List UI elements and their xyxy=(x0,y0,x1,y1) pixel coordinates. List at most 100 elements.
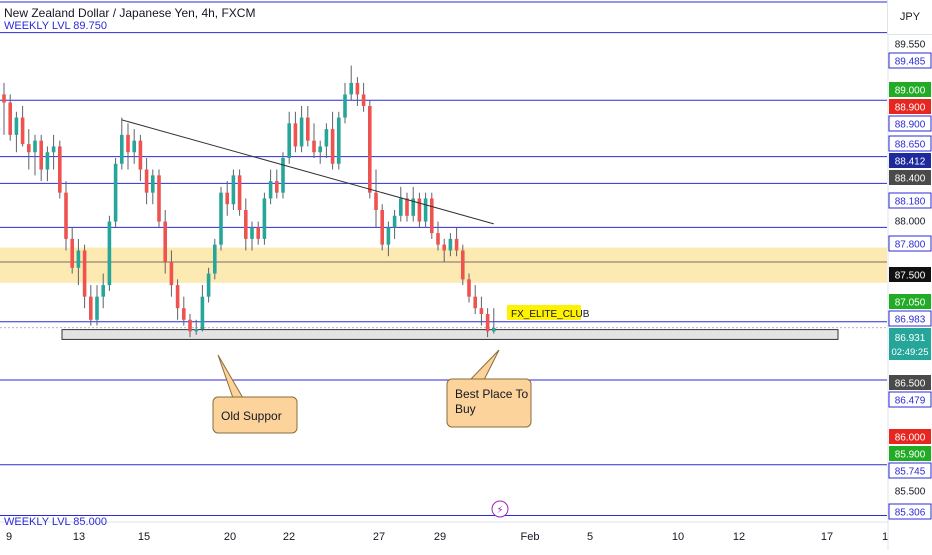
candle-body xyxy=(70,238,74,268)
lightning-icon-bg xyxy=(491,500,509,518)
candle-body xyxy=(89,296,93,320)
x-tick-label: 29 xyxy=(434,531,446,543)
candle-body xyxy=(225,192,229,205)
y-tick-label: 88.650 xyxy=(895,140,926,151)
candle-body xyxy=(2,94,6,103)
support-box xyxy=(61,329,839,340)
candle-body xyxy=(33,140,37,153)
y-tick-label: 85.306 xyxy=(895,508,926,519)
last-price-tag xyxy=(889,328,931,360)
y-tick-label: 87.800 xyxy=(895,240,926,251)
candle-body xyxy=(268,181,273,199)
y-tick-bg xyxy=(889,375,931,390)
candle-body xyxy=(479,308,484,314)
candle-body xyxy=(206,273,211,297)
candle-body xyxy=(244,210,248,239)
y-tick-label: 88.412 xyxy=(895,157,926,168)
y-tick-bg xyxy=(889,82,931,97)
candle-body xyxy=(163,221,167,262)
candle-body xyxy=(374,192,378,210)
candle-body xyxy=(126,134,130,153)
zones xyxy=(0,247,887,340)
candle-body xyxy=(175,285,180,309)
y-tick-label: 88.000 xyxy=(895,217,926,228)
y-tick-label: 86.000 xyxy=(895,433,926,444)
candle-body xyxy=(8,102,12,135)
candle-body xyxy=(380,210,384,245)
best-place-text-line2: Buy xyxy=(455,402,476,416)
candle-body xyxy=(64,192,68,239)
chart-title: New Zealand Dollar / Japanese Yen, 4h, F… xyxy=(4,6,256,20)
candle-body xyxy=(237,175,242,210)
candle-body xyxy=(262,198,267,239)
y-tick-bg xyxy=(888,462,932,479)
best-place-text-line1: Best Place To xyxy=(455,387,528,401)
y-tick-bg xyxy=(889,153,931,168)
candle-body xyxy=(293,123,298,147)
candle-body xyxy=(281,158,285,193)
candle-body xyxy=(151,175,155,193)
y-tick-label: 86.500 xyxy=(895,379,926,390)
candle-body xyxy=(337,117,341,164)
y-tick-bg xyxy=(888,135,932,152)
y-tick-bg xyxy=(888,310,932,327)
y-tick-label: 85.500 xyxy=(895,487,926,498)
y-tick-label: 85.900 xyxy=(895,450,926,461)
candle-body xyxy=(324,129,329,147)
x-tick-label: 10 xyxy=(672,531,684,543)
candle-body xyxy=(355,82,360,95)
y-tick-label: 87.050 xyxy=(895,298,926,309)
x-tick-label: 13 xyxy=(73,531,85,543)
y-tick-label: 89.000 xyxy=(895,86,926,97)
countdown-label: 02:49:25 xyxy=(892,347,929,358)
candle-body xyxy=(51,146,56,153)
y-tick-label: 85.745 xyxy=(895,467,926,478)
resistance-zone xyxy=(0,247,887,283)
y-tick-label: 89.550 xyxy=(895,40,926,51)
candle-body xyxy=(219,192,223,245)
old-support-callout xyxy=(212,396,298,434)
y-tick-bg xyxy=(889,446,931,461)
candle-body xyxy=(312,140,316,153)
y-tick-bg xyxy=(888,52,932,69)
candle-body xyxy=(306,117,310,141)
candle-body xyxy=(95,296,99,320)
candle-body xyxy=(386,227,391,245)
candle-body xyxy=(349,82,353,95)
candle-body xyxy=(182,308,186,320)
candle-body xyxy=(399,198,403,216)
candle-body xyxy=(107,221,112,286)
candle-body xyxy=(58,146,62,193)
candle-body xyxy=(157,175,161,222)
x-tick-label: 12 xyxy=(733,531,745,543)
y-tick-label: 86.983 xyxy=(895,315,926,326)
candle-body xyxy=(20,117,25,145)
weekly-bottom-label: WEEKLY LVL 85.000 xyxy=(4,516,107,528)
candle-body xyxy=(76,250,81,268)
y-tick-bg xyxy=(888,235,932,252)
best-place-callout xyxy=(446,378,532,428)
x-tick-label: 20 xyxy=(224,531,236,543)
candle-body xyxy=(492,327,496,332)
candle-body xyxy=(82,250,87,297)
weekly-top-label: WEEKLY LVL 89.750 xyxy=(4,20,107,32)
x-tick-label: Feb xyxy=(521,531,540,543)
y-tick-label: 87.500 xyxy=(895,271,926,282)
best-place-pointer xyxy=(468,349,500,381)
candle-body xyxy=(436,233,440,245)
candle-body xyxy=(14,117,19,135)
currency-button[interactable]: JPY xyxy=(887,0,932,35)
candle-body xyxy=(330,129,335,164)
x-tick-label: 15 xyxy=(138,531,150,543)
candle-body xyxy=(361,94,366,106)
candle-body xyxy=(213,244,217,274)
old-support-text: Old Suppor xyxy=(221,409,282,423)
x-tick-label: 9 xyxy=(6,531,12,543)
x-tick-label: 5 xyxy=(587,531,593,543)
candle-body xyxy=(188,319,192,332)
candle-body xyxy=(318,146,322,153)
candle-body xyxy=(343,94,347,118)
candle-body xyxy=(448,238,453,251)
